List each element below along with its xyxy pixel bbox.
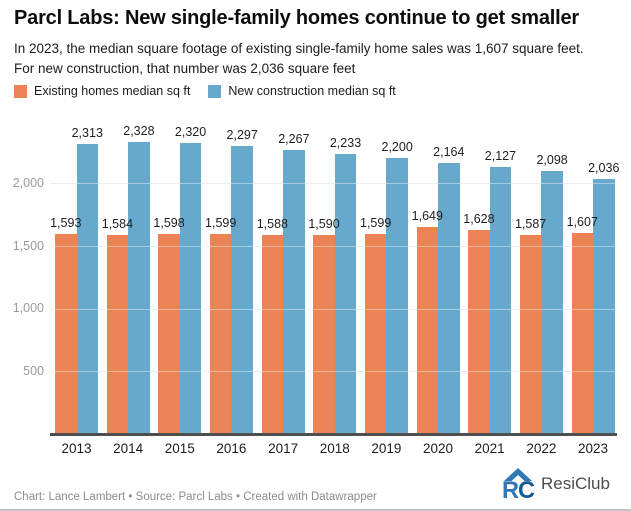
bar-new-2016[interactable] — [231, 146, 253, 434]
x-axis-label-2022: 2022 — [526, 441, 557, 456]
x-axis-label-2019: 2019 — [371, 441, 402, 456]
x-axis-label-2021: 2021 — [474, 441, 505, 456]
value-label-existing-2023: 1,607 — [566, 214, 598, 229]
gridline-overlay-1500 — [50, 246, 617, 247]
value-label-existing-2020: 1,649 — [411, 209, 443, 224]
svg-text:R: R — [502, 478, 519, 501]
legend-item-new-construction: New construction median sq ft — [208, 84, 396, 98]
subtitle-line-1: In 2023, the median square footage of ex… — [14, 41, 584, 56]
svg-text:C: C — [518, 478, 535, 501]
value-label-new-2015: 2,320 — [174, 125, 207, 140]
legend-swatch-existing-icon — [14, 84, 27, 98]
x-axis-label-2017: 2017 — [268, 441, 299, 456]
window-bottom-edge — [0, 509, 631, 511]
bar-new-2019[interactable] — [386, 158, 408, 434]
bar-existing-2017[interactable] — [261, 234, 284, 434]
value-label-new-2022: 2,098 — [536, 153, 568, 168]
resiclub-logo-text: ResiClub — [541, 474, 610, 493]
chart-header: Parcl Labs: New single-family homes cont… — [14, 6, 619, 80]
y-axis-label-1500: 1,500 — [12, 238, 44, 253]
footer-credit: Chart: Lance Lambert • Source: Parcl Lab… — [14, 491, 377, 503]
bar-existing-2020[interactable] — [416, 227, 439, 434]
bar-existing-2018[interactable] — [313, 234, 335, 434]
value-label-new-2023: 2,036 — [588, 160, 620, 175]
bar-existing-2014[interactable] — [106, 235, 129, 434]
value-label-existing-2022: 1,587 — [514, 217, 547, 232]
gridline-2000 — [50, 183, 617, 185]
gridline-overlay-2000 — [50, 183, 617, 185]
bar-new-2021[interactable] — [489, 167, 512, 434]
legend-swatch-new-construction-icon — [208, 84, 222, 98]
y-axis-label-500: 500 — [23, 363, 44, 378]
legend-label-existing: Existing homes median sq ft — [34, 84, 191, 98]
bar-existing-2023[interactable] — [571, 232, 593, 434]
legend-label-new-construction: New construction median sq ft — [228, 84, 396, 98]
value-label-new-2021: 2,127 — [484, 149, 517, 164]
y-axis-label-1000: 1,000 — [12, 301, 44, 316]
x-axis-label-2014: 2014 — [113, 441, 144, 456]
bar-new-2015[interactable] — [179, 143, 202, 434]
x-axis-label-2016: 2016 — [216, 441, 247, 456]
bar-existing-2013[interactable] — [55, 234, 77, 434]
resiclub-logo: R C ResiClub — [501, 467, 610, 501]
legend-item-existing: Existing homes median sq ft — [14, 84, 190, 98]
x-axis-baseline — [50, 433, 617, 436]
value-label-existing-2021: 1,628 — [463, 211, 495, 226]
bar-existing-2022[interactable] — [519, 235, 542, 434]
value-label-new-2020: 2,164 — [433, 144, 465, 159]
subtitle-line-2: For new construction, that number was 2,… — [14, 61, 356, 77]
value-label-existing-2015: 1,598 — [153, 215, 185, 230]
x-axis-label-2013: 2013 — [61, 441, 92, 456]
value-label-new-2017: 2,267 — [278, 131, 310, 146]
y-axis-label-2000: 2,000 — [12, 175, 44, 190]
gridline-overlay-500 — [50, 371, 617, 373]
x-axis-label-2015: 2015 — [164, 441, 195, 456]
value-label-existing-2018: 1,590 — [308, 216, 340, 231]
bar-existing-2015[interactable] — [158, 233, 180, 434]
value-label-new-2019: 2,200 — [381, 140, 413, 155]
resiclub-logo-icon: R C — [502, 467, 535, 501]
legend: Existing homes median sq ft New construc… — [14, 84, 414, 98]
bar-existing-2016[interactable] — [209, 233, 232, 434]
bar-existing-2021[interactable] — [468, 229, 490, 434]
bar-new-2020[interactable] — [438, 162, 460, 434]
bar-new-2014[interactable] — [128, 142, 150, 434]
bar-existing-2019[interactable] — [364, 233, 387, 434]
x-axis-label-2018: 2018 — [319, 441, 350, 456]
x-axis-label-2023: 2023 — [577, 441, 609, 456]
bar-new-2017[interactable] — [283, 149, 305, 434]
value-label-new-2018: 2,233 — [329, 136, 362, 151]
chart-title: Parcl Labs: New single-family homes cont… — [14, 7, 580, 29]
bar-new-2018[interactable] — [334, 154, 357, 434]
value-label-new-2016: 2,297 — [226, 128, 258, 143]
value-label-existing-2013: 1,593 — [50, 216, 82, 231]
value-label-existing-2019: 1,599 — [360, 215, 392, 230]
bar-new-2023[interactable] — [593, 178, 615, 434]
value-label-existing-2014: 1,584 — [101, 217, 134, 232]
x-axis-label-2020: 2020 — [423, 441, 454, 456]
gridline-overlay-1000 — [50, 308, 617, 310]
value-label-existing-2017: 1,588 — [256, 216, 288, 231]
value-label-existing-2016: 1,599 — [205, 215, 237, 230]
value-label-new-2014: 2,328 — [123, 124, 155, 139]
chart-subtitle: In 2023, the median square footage of ex… — [14, 39, 619, 80]
bar-new-2022[interactable] — [541, 171, 563, 434]
bar-new-2013[interactable] — [76, 144, 98, 434]
value-label-new-2013: 2,313 — [71, 126, 103, 141]
